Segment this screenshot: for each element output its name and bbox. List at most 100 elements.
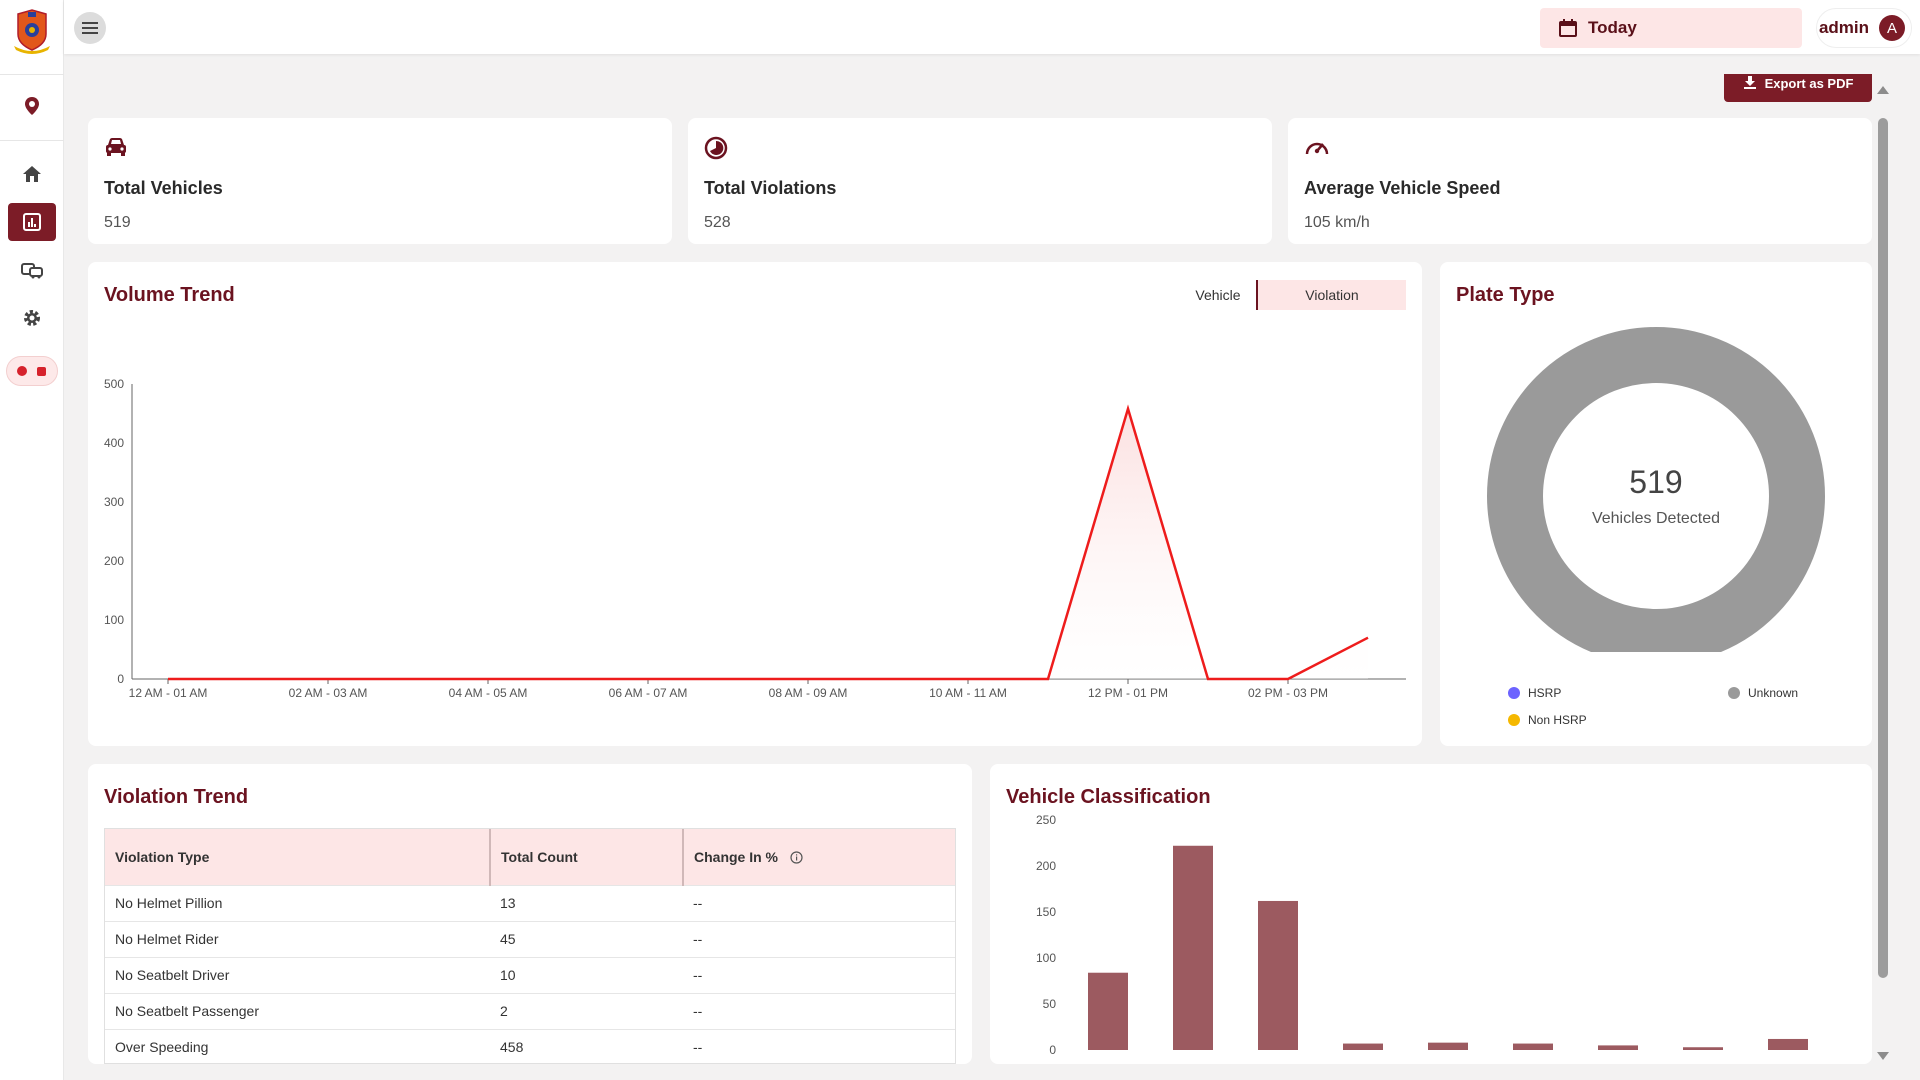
table-cell: No Seatbelt Passenger bbox=[105, 992, 490, 1029]
sidebar-divider bbox=[0, 74, 64, 75]
x-tick-label: 12 PM - 01 PM bbox=[1088, 686, 1168, 700]
vehicle-toggle-button[interactable]: Vehicle bbox=[1195, 287, 1241, 303]
pie-icon bbox=[704, 136, 728, 165]
y-tick-label: 200 bbox=[1036, 859, 1056, 873]
bar[interactable] bbox=[1683, 1047, 1723, 1050]
legend-swatch bbox=[1508, 714, 1520, 726]
car-icon bbox=[104, 136, 128, 163]
hamburger-menu-icon[interactable] bbox=[74, 12, 106, 44]
y-tick-label: 0 bbox=[1049, 1043, 1056, 1057]
bar[interactable] bbox=[1428, 1042, 1468, 1050]
location-pin-icon[interactable] bbox=[8, 87, 56, 125]
table-cell: No Seatbelt Driver bbox=[105, 956, 490, 993]
donut-center-value: 519 bbox=[1629, 464, 1683, 500]
table-cell: -- bbox=[683, 956, 955, 993]
info-icon[interactable] bbox=[790, 851, 803, 864]
table-row: No Seatbelt Driver 10 -- bbox=[105, 956, 955, 993]
stat-title: Total Violations bbox=[704, 178, 837, 198]
volume-trend-card: Volume Trend Vehicle Violation 0 100 200 30… bbox=[88, 262, 1422, 746]
table-cell: Over Speeding bbox=[105, 1028, 490, 1063]
plate-type-title: Plate Type bbox=[1456, 284, 1555, 306]
home-icon[interactable] bbox=[8, 155, 56, 193]
bar[interactable] bbox=[1258, 900, 1298, 1050]
scrollbar-thumb[interactable] bbox=[1878, 118, 1888, 978]
x-tick-label: 04 AM - 05 AM bbox=[449, 686, 528, 700]
bar[interactable] bbox=[1598, 1045, 1638, 1050]
settings-gear-icon[interactable] bbox=[8, 299, 56, 337]
column-header-violation-type[interactable]: Violation Type bbox=[105, 829, 490, 885]
x-tick-label: 02 PM - 03 PM bbox=[1248, 686, 1328, 700]
stat-value: 105 km/h bbox=[1304, 214, 1370, 231]
donut-slice-unknown bbox=[1487, 327, 1825, 652]
avatar: A bbox=[1879, 15, 1905, 41]
column-header-total-count[interactable]: Total Count bbox=[489, 829, 683, 885]
recording-status-pill[interactable] bbox=[5, 356, 58, 386]
column-header-change-percent[interactable]: Change In % bbox=[682, 829, 955, 885]
table-row: No Seatbelt Passenger 2 -- bbox=[105, 992, 955, 1029]
stat-title: Total Vehicles bbox=[104, 178, 223, 198]
y-tick-label: 250 bbox=[1036, 813, 1056, 827]
table-cell: -- bbox=[683, 1028, 955, 1063]
table-row: Over Speeding 458 -- bbox=[105, 1028, 955, 1063]
calendar-icon bbox=[1559, 19, 1577, 37]
y-tick-label: 500 bbox=[104, 377, 124, 391]
scroll-down-arrow-icon[interactable] bbox=[1877, 1052, 1889, 1060]
table-cell: 2 bbox=[490, 992, 683, 1029]
y-tick-label: 100 bbox=[1036, 951, 1056, 965]
stat-value: 528 bbox=[704, 214, 731, 231]
legend-item-non-hsrp[interactable]: Non HSRP bbox=[1508, 713, 1587, 727]
page-scrollbar[interactable] bbox=[1876, 86, 1890, 1060]
scroll-up-arrow-icon[interactable] bbox=[1877, 86, 1889, 94]
bar[interactable] bbox=[1513, 1043, 1553, 1050]
donut-center-label: Vehicles Detected bbox=[1591, 510, 1721, 527]
police-emblem-logo bbox=[8, 8, 56, 56]
bar[interactable] bbox=[1088, 972, 1128, 1050]
table-cell: -- bbox=[683, 884, 955, 921]
series-area-violation bbox=[168, 408, 1368, 679]
volume-trend-title: Volume Trend bbox=[104, 284, 235, 306]
table-cell: 10 bbox=[490, 956, 683, 993]
top-header: Today admin A bbox=[64, 0, 1920, 54]
violation-trend-title: Violation Trend bbox=[104, 786, 249, 808]
stat-value: 519 bbox=[104, 214, 131, 231]
table-cell: -- bbox=[683, 992, 955, 1029]
y-tick-label: 400 bbox=[104, 436, 124, 450]
export-pdf-button[interactable]: Export as PDF bbox=[1724, 74, 1872, 102]
date-filter-button[interactable]: Today bbox=[1540, 8, 1802, 48]
y-tick-label: 200 bbox=[104, 554, 124, 568]
legend-item-hsrp[interactable]: HSRP bbox=[1508, 686, 1561, 700]
bar[interactable] bbox=[1343, 1043, 1383, 1050]
sidebar bbox=[0, 0, 64, 1080]
table-cell: No Helmet Pillion bbox=[105, 884, 490, 921]
violation-trend-table: Violation Type Total Count Change In % N… bbox=[104, 828, 956, 1064]
legend-label: HSRP bbox=[1528, 686, 1562, 700]
y-tick-label: 300 bbox=[104, 495, 124, 509]
stop-square-icon bbox=[37, 366, 46, 376]
vehicle-classification-card: Vehicle Classification 0 50 100 150 200 250 bbox=[990, 764, 1872, 1064]
table-cell: 45 bbox=[490, 920, 683, 957]
table-row: No Helmet Pillion 13 -- bbox=[105, 884, 955, 921]
export-pdf-label: Export as PDF bbox=[1764, 76, 1854, 91]
table-cell: No Helmet Rider bbox=[105, 920, 490, 957]
volume-trend-chart: 0 100 200 300 400 500 12 AM - 01 AM 02 AM - 03 … bbox=[104, 377, 1406, 700]
violation-toggle-button[interactable]: Violation bbox=[1256, 280, 1406, 310]
dashboard-chart-icon[interactable] bbox=[7, 203, 56, 241]
change-column-label: Change In % bbox=[694, 848, 779, 865]
stat-card-total-vehicles: Total Vehicles 519 bbox=[88, 118, 672, 244]
vehicles-icon[interactable] bbox=[8, 251, 56, 289]
user-name: admin bbox=[1818, 18, 1869, 37]
user-menu-button[interactable]: admin A bbox=[1816, 8, 1912, 48]
x-tick-label: 10 AM - 11 AM bbox=[929, 686, 1007, 700]
bar[interactable] bbox=[1768, 1038, 1808, 1050]
record-dot-icon bbox=[17, 366, 27, 376]
table-cell: -- bbox=[683, 920, 955, 957]
x-tick-label: 08 AM - 09 AM bbox=[769, 686, 848, 700]
stat-card-total-violations: Total Violations 528 bbox=[688, 118, 1272, 244]
y-tick-label: 150 bbox=[1036, 905, 1056, 919]
y-tick-label: 100 bbox=[104, 613, 124, 627]
table-cell: 458 bbox=[490, 1028, 683, 1063]
legend-item-unknown[interactable]: Unknown bbox=[1728, 686, 1798, 700]
bar[interactable] bbox=[1173, 845, 1213, 1050]
vehicle-classification-title: Vehicle Classification bbox=[1006, 786, 1211, 808]
violation-trend-card: Violation Trend Violation Type Total Cou… bbox=[88, 764, 972, 1064]
